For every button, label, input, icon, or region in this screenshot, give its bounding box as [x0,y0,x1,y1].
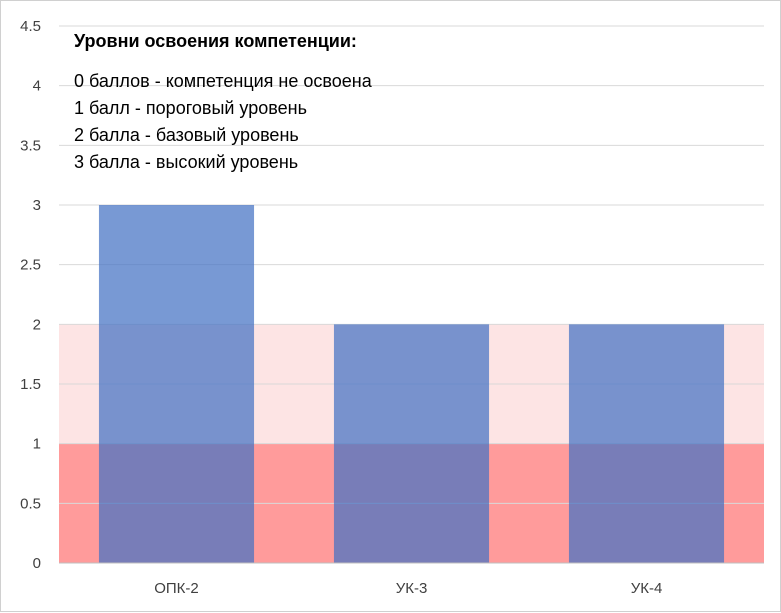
annotation-line-0: 0 баллов - компетенция не освоена [74,71,372,91]
bar-1 [333,324,490,563]
annotation-line-2: 2 балла - базовый уровень [74,125,299,145]
y-tick-label-4: 2 [33,316,41,333]
y-tick-label-3: 1.5 [20,376,41,393]
y-tick-label-7: 3.5 [20,137,41,154]
annotation-line-1: 1 балл - пороговый уровень [74,98,307,118]
x-tick-label-0: ОПК-2 [154,580,199,597]
x-tick-label-2: УК-4 [631,580,663,597]
y-tick-label-1: 0.5 [20,495,41,512]
y-tick-label-9: 4.5 [20,18,41,35]
annotation-line-3: 3 балла - высокий уровень [74,152,299,172]
y-tick-label-6: 3 [33,197,41,214]
y-tick-label-5: 2.5 [20,257,41,274]
x-tick-label-1: УК-3 [396,580,428,597]
y-tick-label-2: 1 [33,436,41,453]
bar-0 [98,205,255,563]
y-tick-label-8: 4 [33,78,41,95]
annotation-title: Уровни освоения компетенции: [74,31,357,51]
bar-2 [568,324,725,563]
competency-levels-annotation: Уровни освоения компетенции: 0 баллов - … [74,30,494,176]
y-tick-label-0: 0 [33,555,41,572]
